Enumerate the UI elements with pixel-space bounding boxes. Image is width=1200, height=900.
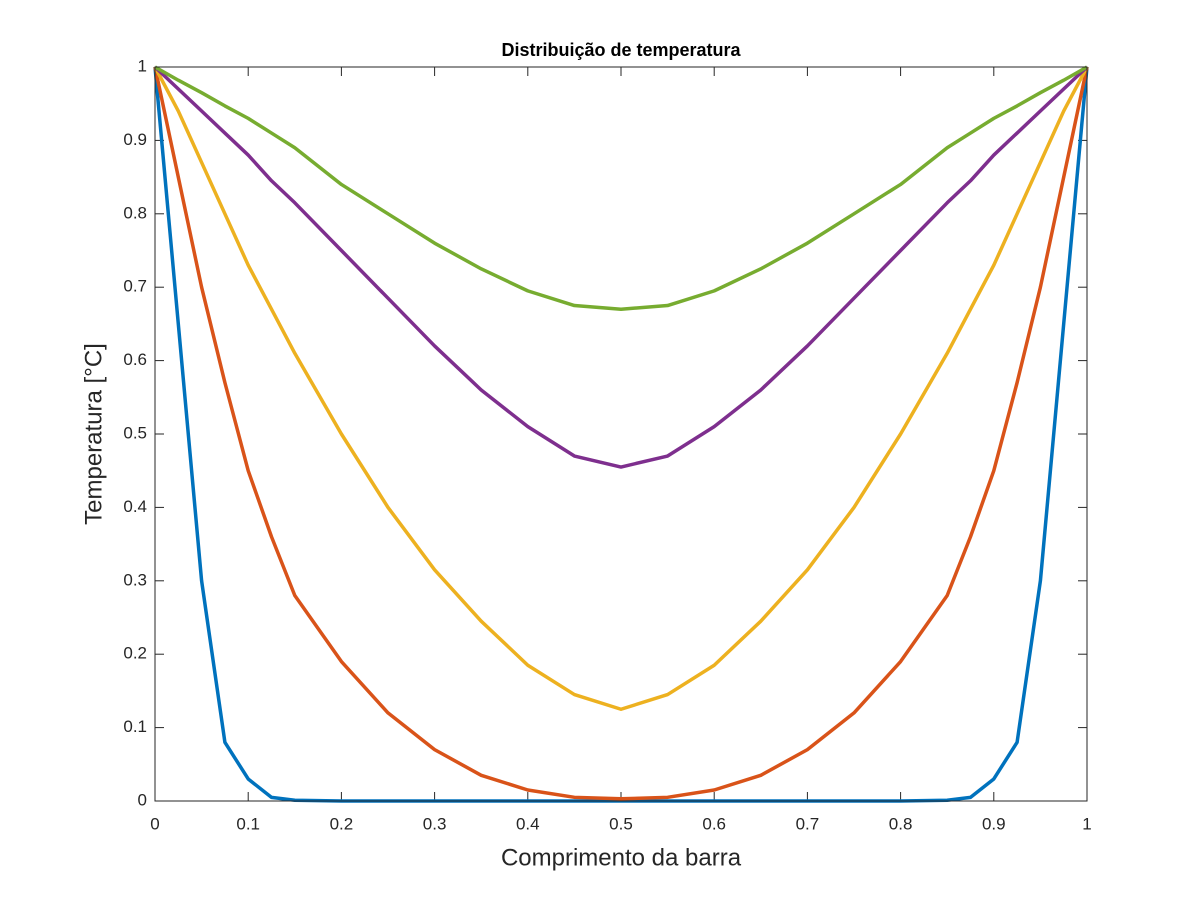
plot-frame — [154, 66, 1088, 802]
y-tick-label: 1 — [138, 56, 147, 75]
x-tick-label: 0.1 — [236, 814, 260, 833]
x-tick-label: 0.2 — [330, 814, 354, 833]
x-tick-label: 0.3 — [423, 814, 447, 833]
series-line — [153, 65, 1089, 469]
x-tick-label: 0.9 — [982, 814, 1006, 833]
x-tick-label: 0.5 — [609, 814, 633, 833]
y-tick-label: 0.7 — [123, 277, 147, 296]
x-tick-label: 0.6 — [702, 814, 726, 833]
y-tick-label: 0.2 — [123, 644, 147, 663]
x-tick-label: 1 — [1082, 814, 1091, 833]
y-tick-label: 0.6 — [123, 350, 147, 369]
x-tick-label: 0 — [150, 814, 159, 833]
chart-title: Distribuição de temperatura — [501, 40, 741, 60]
y-tick-label: 0 — [138, 790, 147, 809]
y-tick-label: 0.5 — [123, 423, 147, 442]
series-line — [153, 66, 1089, 711]
y-tick-label: 0.1 — [123, 717, 147, 736]
x-tick-label: 0.7 — [796, 814, 820, 833]
x-tick-label: 0.8 — [889, 814, 913, 833]
y-tick-label: 0.9 — [123, 130, 147, 149]
x-tick-label: 0.4 — [516, 814, 540, 833]
y-tick-label: 0.3 — [123, 570, 147, 589]
y-tick-label: 0.4 — [123, 497, 147, 516]
series-line — [153, 66, 1089, 801]
y-axis-label: Temperatura [°C] — [80, 343, 107, 525]
series-line — [154, 65, 1088, 311]
y-tick-label: 0.8 — [123, 203, 147, 222]
x-axis-label: Comprimento da barra — [501, 844, 742, 871]
